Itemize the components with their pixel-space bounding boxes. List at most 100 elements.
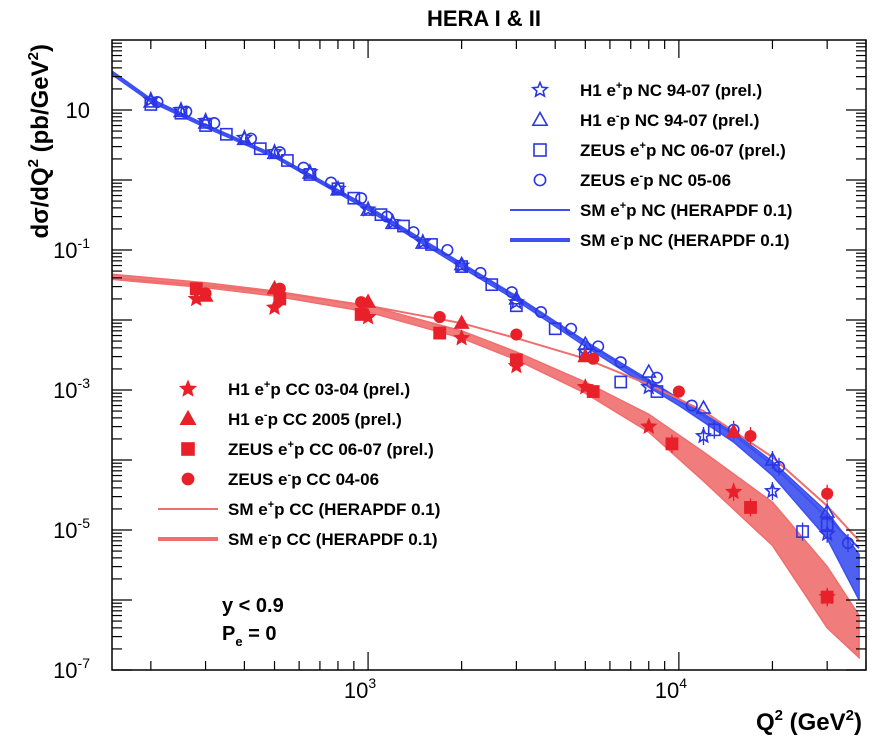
data-point — [796, 525, 809, 538]
legend-label-sup: + — [620, 200, 626, 212]
data-point — [359, 200, 377, 217]
data-point — [587, 352, 600, 365]
axis-label-part: dσ/dQ — [27, 167, 54, 238]
x-tick-label-exp: 3 — [368, 675, 376, 691]
data-point — [548, 322, 562, 336]
data-point — [324, 176, 338, 189]
data-point — [265, 142, 284, 160]
data-point — [586, 385, 600, 398]
legend-label-name: H1 e — [228, 410, 264, 429]
axis-label-sup: 2 — [846, 707, 854, 724]
axis-label-sup: 2 — [25, 159, 42, 167]
data-point — [685, 399, 698, 412]
series-nc-triangle-open — [142, 93, 836, 522]
data-point — [355, 296, 368, 309]
data-point — [331, 182, 345, 196]
data-point — [374, 208, 388, 222]
legend-label-rest: p NC 06-07 (prel.) — [646, 141, 786, 160]
data-point — [142, 93, 159, 108]
data-point — [297, 161, 310, 174]
y-tick-label-base: 10 — [66, 98, 90, 123]
axis-label-sup: 2 — [775, 707, 783, 724]
data-point — [650, 385, 664, 398]
legend-cc: H1 e+p CC 03-04 (prel.)H1 e-p CC 2005 (p… — [158, 379, 440, 549]
legend-label-rest: p NC 94-07 (prel.) — [622, 81, 762, 100]
data-point — [244, 132, 258, 145]
data-point — [273, 292, 287, 306]
legend-label-sup: - — [268, 529, 272, 541]
data-point — [565, 322, 578, 335]
data-point — [453, 255, 470, 271]
annotation-base: P — [222, 623, 235, 645]
data-point — [764, 451, 781, 466]
axis-ticks — [112, 40, 867, 671]
legend-label-sup: - — [620, 230, 624, 242]
data-point — [841, 537, 855, 550]
legend-label-rest: p NC 94-07 (prel.) — [620, 111, 760, 130]
data-point — [453, 329, 471, 346]
data-point — [455, 260, 469, 273]
series-cc-circle-filled — [199, 282, 834, 503]
legend-label-rest: p CC 2005 (prel.) — [268, 410, 402, 429]
data-point — [818, 524, 836, 542]
data-point — [820, 590, 834, 604]
legend-label: ZEUS e+p NC 06-07 (prel.) — [580, 140, 786, 160]
data-point — [208, 117, 221, 130]
data-point — [433, 326, 447, 340]
legend-label-rest: p CC (HERAPDF 0.1) — [274, 500, 440, 519]
data-point — [441, 243, 454, 257]
legend-label-name: H1 e — [228, 380, 264, 399]
legend-label-sup: - — [288, 469, 292, 481]
legend-marker — [178, 379, 198, 397]
legend-label-rest: p CC 03-04 (prel.) — [270, 380, 410, 399]
legend-label-rest: p NC (HERAPDF 0.1) — [626, 201, 792, 220]
annotation-base: y < 0.9 — [222, 595, 284, 617]
data-point — [640, 363, 657, 378]
legend-marker — [181, 442, 195, 456]
legend-label-name: H1 e — [580, 81, 616, 100]
data-point — [640, 377, 658, 395]
title-text: HERA I & II — [427, 6, 541, 31]
y-tick-label: 10-3 — [53, 375, 90, 403]
legend-marker — [181, 472, 195, 486]
data-point — [474, 266, 487, 280]
data-point — [433, 311, 446, 324]
legend-label-sup: - — [264, 409, 268, 421]
y-tick-label-exp: -7 — [78, 655, 91, 671]
legend-label-rest: p NC (HERAPDF 0.1) — [623, 231, 789, 250]
y-tick-label: 10 — [66, 98, 90, 123]
data-point — [672, 385, 685, 398]
annotation: Pe = 0 — [222, 623, 277, 649]
data-point — [725, 423, 742, 438]
legend-label-name: ZEUS e — [580, 141, 640, 160]
data-point — [592, 340, 605, 353]
axis-label-part: ) — [27, 44, 54, 52]
data-point — [347, 191, 361, 205]
legend-label-rest: p CC (HERAPDF 0.1) — [271, 530, 437, 549]
y-tick-label-base: 10 — [53, 378, 77, 403]
legend-marker — [531, 110, 549, 127]
legend-label-name: H1 e — [580, 111, 616, 130]
data-point — [273, 282, 286, 295]
axis-label-part: (pb/GeV — [27, 60, 54, 159]
data-point — [380, 210, 393, 223]
annotations: y < 0.9 Pe = 0 — [222, 595, 284, 649]
legend-marker — [533, 173, 547, 187]
data-point — [355, 192, 368, 205]
data-point — [174, 106, 188, 120]
data-point — [172, 102, 189, 118]
x-tick-label-base: 10 — [655, 678, 679, 703]
data-point — [151, 95, 164, 109]
data-point — [354, 308, 368, 321]
data-point — [219, 127, 233, 141]
y-tick-label: 10-7 — [53, 655, 90, 683]
legend-label-name: SM e — [228, 530, 268, 549]
legend-label-rest: p CC 06-07 (prel.) — [294, 440, 434, 459]
data-point — [485, 278, 499, 292]
legend-label: SM e-p CC (HERAPDF 0.1) — [228, 529, 438, 549]
data-point — [650, 371, 663, 384]
axis-label-part: Q — [756, 709, 775, 736]
y-tick-label-exp: -5 — [78, 515, 91, 531]
